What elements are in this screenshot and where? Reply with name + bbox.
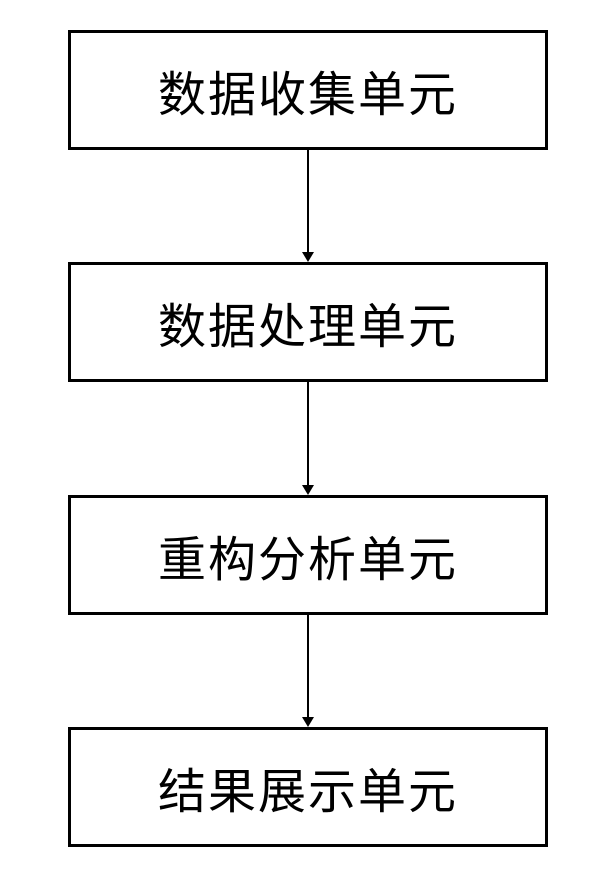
flowchart-edge bbox=[0, 0, 615, 877]
flowchart-canvas: 数据收集单元 数据处理单元 重构分析单元 结果展示单元 bbox=[0, 0, 615, 877]
edge-shaft bbox=[307, 615, 309, 717]
arrow-down-icon bbox=[302, 717, 314, 727]
